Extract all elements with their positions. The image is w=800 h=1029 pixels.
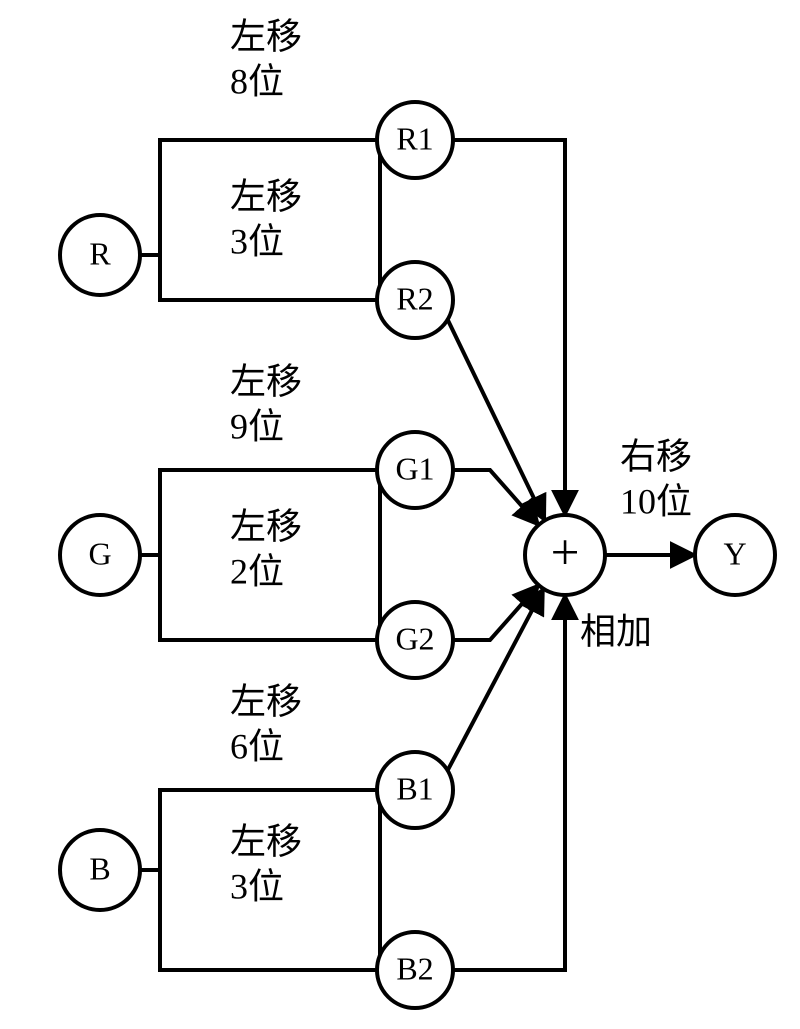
edge <box>453 585 539 640</box>
label-shift_right-l2: 10位 <box>620 481 692 521</box>
label-B_mid-l2: 3位 <box>230 866 284 906</box>
node-label-R: R <box>89 235 111 271</box>
bitshift-flowchart: RR1R2GG1G2BB1B2+Y左移8位左移3位左移9位左移2位左移6位左移3… <box>0 0 800 1029</box>
node-label-G: G <box>88 535 111 571</box>
edge <box>448 320 545 521</box>
label-R_top-l1: 左移 <box>230 16 302 56</box>
node-label-B: B <box>89 850 110 886</box>
node-label-G1: G1 <box>395 450 434 486</box>
label-B_top-l2: 6位 <box>230 726 284 766</box>
node-label-B1: B1 <box>396 770 433 806</box>
label-G_top-l2: 9位 <box>230 406 284 446</box>
R_box <box>160 140 380 300</box>
label-R_top-l2: 8位 <box>230 61 284 101</box>
node-label-B2: B2 <box>396 950 433 986</box>
label-R_mid-l2: 3位 <box>230 221 284 261</box>
label-sum_label: 相加 <box>580 611 652 651</box>
node-label-Y: Y <box>723 535 746 571</box>
edge <box>453 140 565 515</box>
label-G_top-l1: 左移 <box>230 361 302 401</box>
node-label-SUM: + <box>551 524 580 581</box>
node-label-R2: R2 <box>396 280 433 316</box>
label-shift_right-l1: 右移 <box>620 436 692 476</box>
edge <box>448 589 544 771</box>
node-label-G2: G2 <box>395 620 434 656</box>
node-label-R1: R1 <box>396 120 433 156</box>
label-B_mid-l1: 左移 <box>230 821 302 861</box>
label-G_mid-l2: 2位 <box>230 551 284 591</box>
label-G_mid-l1: 左移 <box>230 506 302 546</box>
label-B_top-l1: 左移 <box>230 681 302 721</box>
label-R_mid-l1: 左移 <box>230 176 302 216</box>
